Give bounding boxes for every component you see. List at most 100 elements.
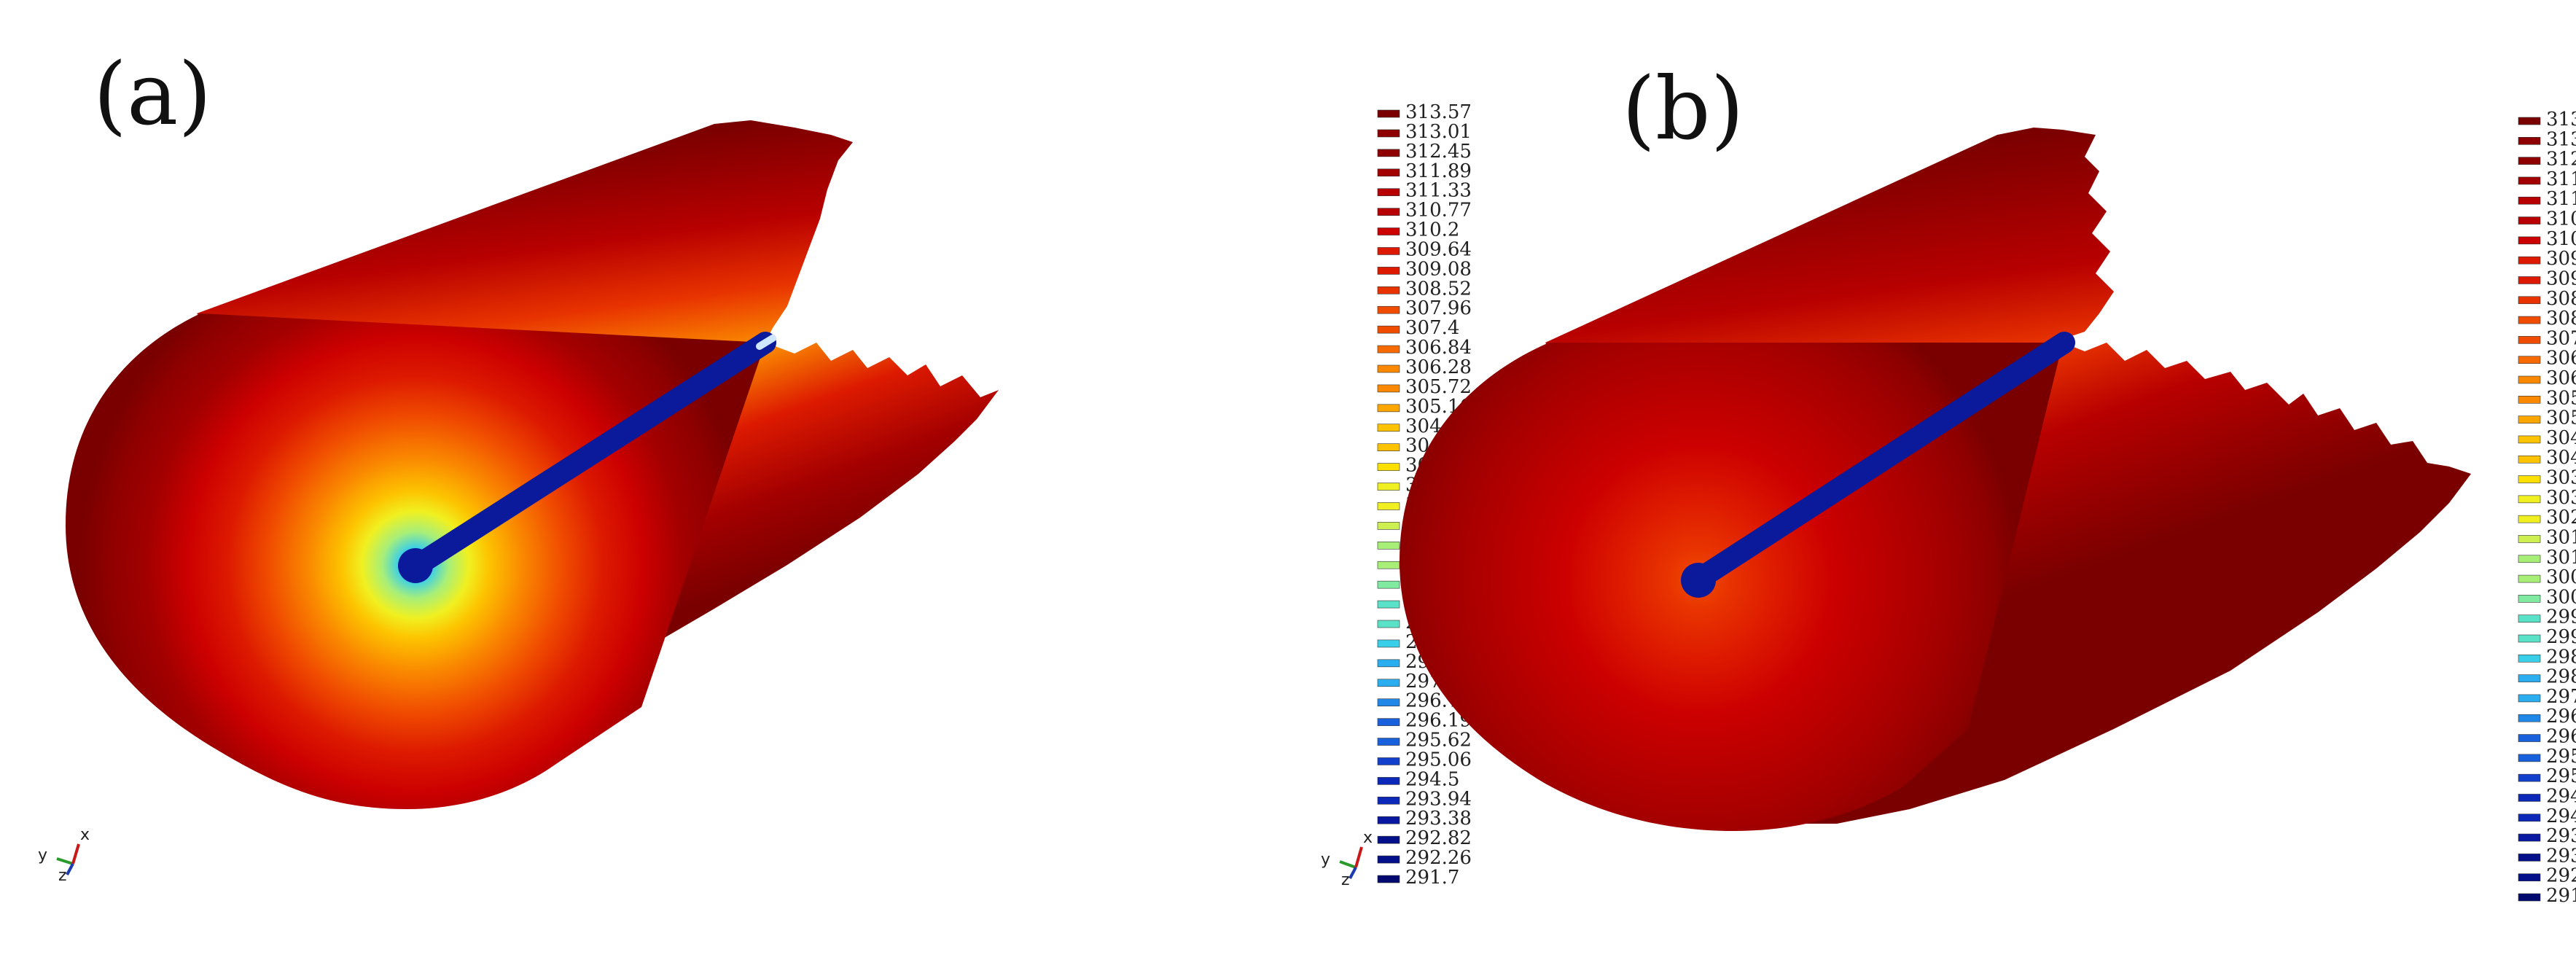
legend-swatch [2518, 356, 2541, 364]
panel-a-rod [406, 332, 776, 577]
legend-tick-label: 294.5 [1405, 768, 1459, 790]
legend-tick-label: 304.72 [2546, 427, 2576, 449]
legend-tick-label: 302.5 [2546, 507, 2576, 528]
legend-swatch [2518, 316, 2541, 324]
legend-swatch [2518, 754, 2541, 762]
legend-swatch [1377, 777, 1400, 785]
legend-tick-label: 305.72 [1405, 376, 1472, 398]
legend-swatch [2518, 475, 2541, 483]
legend-swatch [1377, 364, 1400, 373]
legend-swatch [2518, 515, 2541, 523]
legend-swatch [2518, 535, 2541, 543]
panel-a-y-label: y [38, 846, 47, 865]
legend-tick-label: 293.65 [2546, 825, 2576, 847]
panel-a-rod-end [398, 548, 433, 583]
panel-b-cross-section [1400, 343, 2063, 831]
legend-swatch [1377, 875, 1400, 883]
legend-tick-label: 305.82 [2546, 387, 2576, 409]
legend-swatch [2518, 157, 2541, 165]
panel-b-y-label: y [1321, 851, 1330, 869]
legend-swatch [1377, 149, 1400, 157]
legend-tick-label: 312.45 [1405, 141, 1472, 163]
legend-tick-label: 308.04 [2546, 308, 2576, 329]
legend-swatch [1377, 443, 1400, 451]
legend-tick-label: 295.86 [2546, 746, 2576, 768]
legend-swatch [2518, 435, 2541, 444]
legend-swatch [2518, 773, 2541, 782]
legend-tick-label: 292.54 [2546, 865, 2576, 887]
legend-swatch [2518, 674, 2541, 682]
legend-swatch [1377, 483, 1400, 491]
legend-tick-label: 306.38 [2546, 367, 2576, 389]
legend-swatch [2518, 495, 2541, 504]
legend-swatch [2518, 415, 2541, 424]
legend-swatch [2518, 714, 2541, 722]
legend-tick-label: 293.09 [2546, 845, 2576, 867]
legend-swatch [2518, 176, 2541, 185]
panel-b-x-label: x [1363, 829, 1373, 847]
legend-tick-label: 310.25 [2546, 228, 2576, 250]
legend-swatch [1377, 542, 1400, 550]
panel-b-rod-end [1681, 563, 1716, 598]
legend-swatch [2518, 256, 2541, 265]
legend-swatch [2518, 634, 2541, 643]
legend-tick-label: 310.81 [2546, 208, 2576, 230]
panel-a-label: (a) [93, 44, 211, 144]
legend-swatch [2518, 137, 2541, 145]
legend-swatch [1377, 561, 1400, 569]
panel-a-rod-tip [756, 335, 776, 350]
legend-tick-label: 295.62 [1405, 730, 1472, 752]
panel-b-y-axis [1339, 860, 1357, 869]
panel-b-label: (b) [1622, 58, 1744, 159]
legend-tick-label: 294.2 [2546, 805, 2576, 827]
legend-swatch [2518, 296, 2541, 305]
panel-b-z-axis [1349, 867, 1357, 879]
legend-swatch [2518, 196, 2541, 205]
legend-swatch [1377, 168, 1400, 177]
legend-swatch [1377, 718, 1400, 726]
legend-swatch [2518, 574, 2541, 583]
legend-tick-label: 295.06 [1405, 749, 1472, 770]
legend-tick-label: 308.52 [1405, 278, 1472, 300]
legend-tick-label: 297.52 [2546, 686, 2576, 708]
legend-swatch [1377, 404, 1400, 413]
panel-b-x-axis [1354, 846, 1363, 868]
legend-swatch [2518, 614, 2541, 623]
legend-swatch [2518, 813, 2541, 822]
panel-b: (b) y z x 313.57313.02312.47311.91311.36… [1321, 58, 2576, 907]
legend-swatch [1377, 267, 1400, 275]
legend-swatch [2518, 555, 2541, 563]
panel-a-axis-triad: y z x [38, 826, 90, 885]
legend-swatch [2518, 117, 2541, 125]
legend-swatch [1377, 325, 1400, 334]
legend-tick-label: 301.4 [2546, 547, 2576, 569]
legend-swatch [2518, 694, 2541, 703]
legend-tick-label: 293.94 [1405, 788, 1472, 810]
panel-a-x-axis [71, 843, 80, 865]
legend-tick-label: 309.08 [1405, 258, 1472, 280]
panel-a-x-label: x [80, 826, 90, 844]
legend-swatch [1377, 679, 1400, 687]
legend-swatch [2518, 396, 2541, 404]
legend-swatch [1377, 129, 1400, 138]
legend-swatch [1377, 305, 1400, 314]
legend-tick-label: 291.99 [2546, 885, 2576, 907]
legend-tick-label: 291.7 [1405, 867, 1459, 889]
legend-swatch [1377, 580, 1400, 589]
legend-swatch [2518, 833, 2541, 842]
legend-swatch [2518, 216, 2541, 225]
legend-tick-label: 296.97 [2546, 706, 2576, 727]
legend-swatch [1377, 757, 1400, 765]
legend-tick-label: 311.91 [2546, 168, 2576, 190]
panel-b-axis-triad: y z x [1321, 829, 1373, 889]
legend-tick-label: 311.33 [1405, 180, 1472, 202]
legend-swatch [1377, 816, 1400, 824]
panel-a-cylinder [66, 120, 999, 809]
legend-swatch [2518, 854, 2541, 862]
legend-swatch [1377, 855, 1400, 864]
legend-tick-label: 292.82 [1405, 827, 1472, 849]
legend-tick-label: 300.84 [2546, 566, 2576, 588]
legend-tick-label: 300.29 [2546, 586, 2576, 608]
legend-swatch [2518, 734, 2541, 742]
legend-tick-label: 306.84 [1405, 337, 1472, 359]
